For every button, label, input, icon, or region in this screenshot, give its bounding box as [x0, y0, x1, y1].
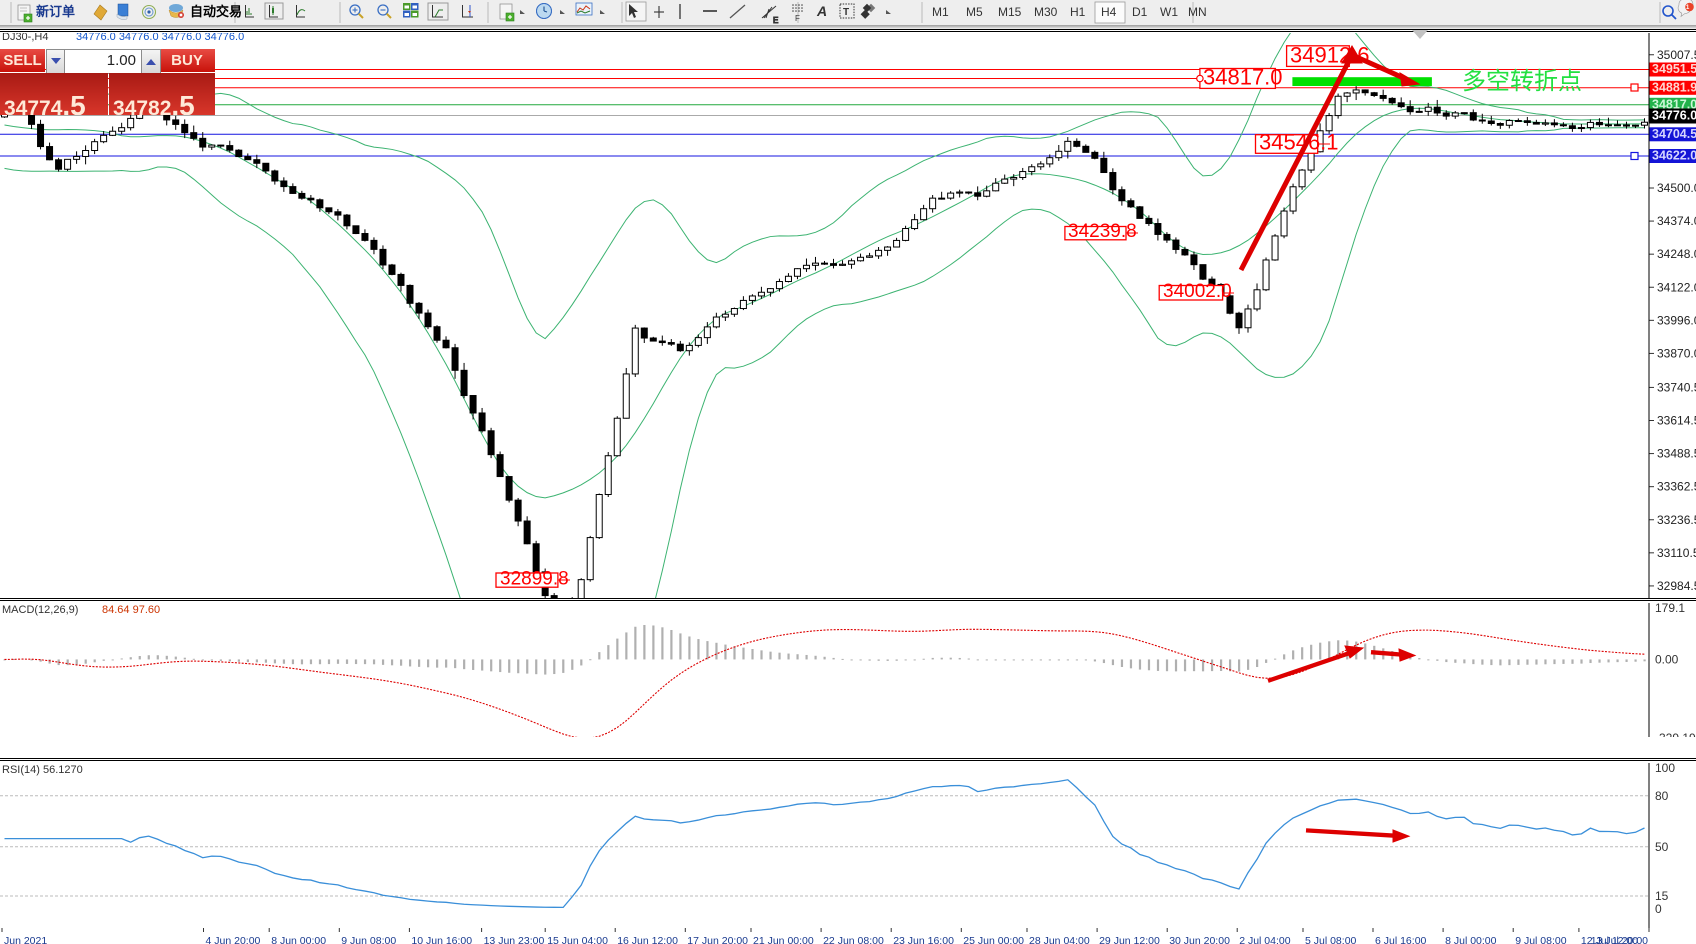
- svg-text:25 Jun 00:00: 25 Jun 00:00: [963, 935, 1024, 944]
- svg-text:34239.8: 34239.8: [1068, 221, 1137, 242]
- svg-text:F: F: [795, 14, 800, 23]
- svg-text:34500.0: 34500.0: [1657, 181, 1696, 195]
- svg-text:30 Jun 20:00: 30 Jun 20:00: [1169, 935, 1230, 944]
- svg-text:-329.19: -329.19: [1655, 731, 1696, 737]
- svg-text:9 Jul 08:00: 9 Jul 08:00: [1515, 935, 1567, 944]
- svg-text:34622.0: 34622.0: [1652, 149, 1696, 163]
- svg-text:自动交易: 自动交易: [190, 4, 242, 19]
- svg-text:28 Jun 04:00: 28 Jun 04:00: [1029, 935, 1090, 944]
- svg-text:33110.5: 33110.5: [1657, 546, 1696, 560]
- svg-text:E: E: [773, 16, 778, 25]
- svg-text:8 Jul 00:00: 8 Jul 00:00: [1445, 935, 1497, 944]
- svg-text:Jun 2021: Jun 2021: [4, 935, 47, 944]
- svg-text:34374.0: 34374.0: [1657, 214, 1696, 228]
- svg-text:33740.5: 33740.5: [1657, 380, 1696, 394]
- svg-text:34002.0: 34002.0: [1163, 281, 1232, 302]
- svg-text:W1: W1: [1160, 5, 1178, 19]
- svg-text:34704.5: 34704.5: [1652, 127, 1696, 141]
- svg-text:80: 80: [1655, 789, 1669, 803]
- svg-text:MN: MN: [1188, 5, 1207, 19]
- svg-text:0.00: 0.00: [1655, 652, 1679, 666]
- svg-text:4 Jun 20:00: 4 Jun 20:00: [206, 935, 261, 944]
- svg-text:9 Jun 08:00: 9 Jun 08:00: [341, 935, 396, 944]
- svg-text:多空转折点: 多空转折点: [1462, 68, 1582, 95]
- svg-text:33870.0: 33870.0: [1657, 346, 1696, 360]
- svg-text:33996.0: 33996.0: [1657, 313, 1696, 327]
- svg-text:15 Jun 04:00: 15 Jun 04:00: [547, 935, 608, 944]
- svg-text:D1: D1: [1132, 5, 1148, 19]
- svg-text:34951.5: 34951.5: [1652, 62, 1696, 76]
- svg-text:13 Jun 23:00: 13 Jun 23:00: [484, 935, 545, 944]
- svg-text:32899.8: 32899.8: [500, 569, 569, 590]
- svg-text:179.1: 179.1: [1655, 603, 1685, 615]
- svg-text:M15: M15: [998, 5, 1022, 19]
- svg-text:100: 100: [1655, 763, 1675, 775]
- svg-text:23 Jun 16:00: 23 Jun 16:00: [893, 935, 954, 944]
- svg-text:34776.0 34776.0 34776.0 34776.: 34776.0 34776.0 34776.0 34776.0: [76, 33, 244, 43]
- svg-text:33236.5: 33236.5: [1657, 513, 1696, 527]
- svg-text:6 Jul 16:00: 6 Jul 16:00: [1375, 935, 1427, 944]
- svg-text:T: T: [843, 7, 849, 18]
- svg-text:5 Jul 08:00: 5 Jul 08:00: [1305, 935, 1357, 944]
- svg-text:34546.1: 34546.1: [1259, 130, 1339, 155]
- svg-text:32984.5: 32984.5: [1657, 579, 1696, 593]
- svg-text:DJ30-,H4: DJ30-,H4: [2, 33, 48, 43]
- svg-text:新订单: 新订单: [36, 4, 75, 19]
- svg-text:M1: M1: [932, 5, 949, 19]
- svg-text:16 Jun 12:00: 16 Jun 12:00: [617, 935, 678, 944]
- svg-text:H4: H4: [1101, 5, 1117, 19]
- svg-text:21 Jun 00:00: 21 Jun 00:00: [753, 935, 814, 944]
- svg-text:RSI(14) 56.1270: RSI(14) 56.1270: [2, 764, 83, 776]
- svg-text:17 Jun 20:00: 17 Jun 20:00: [687, 935, 748, 944]
- svg-text:A: A: [816, 3, 827, 19]
- svg-text:10 Jun 16:00: 10 Jun 16:00: [411, 935, 472, 944]
- svg-text:1: 1: [1686, 4, 1690, 11]
- svg-text:2 Jul 04:00: 2 Jul 04:00: [1239, 935, 1291, 944]
- svg-text:35007.5: 35007.5: [1657, 48, 1696, 62]
- svg-text:34817.0: 34817.0: [1203, 65, 1283, 90]
- svg-text:34776.0: 34776.0: [1652, 109, 1696, 123]
- svg-text:MACD(12,26,9): MACD(12,26,9): [2, 604, 78, 616]
- svg-text:M5: M5: [966, 5, 983, 19]
- svg-text:34881.9: 34881.9: [1652, 80, 1696, 94]
- svg-text:33488.5: 33488.5: [1657, 447, 1696, 461]
- svg-text:H1: H1: [1070, 5, 1086, 19]
- svg-text:M30: M30: [1034, 5, 1058, 19]
- svg-text:29 Jun 12:00: 29 Jun 12:00: [1099, 935, 1160, 944]
- svg-text:13 Jul 20:00: 13 Jul 20:00: [1591, 935, 1648, 944]
- svg-text:22 Jun 08:00: 22 Jun 08:00: [823, 935, 884, 944]
- svg-text:33614.5: 33614.5: [1657, 414, 1696, 428]
- svg-text:34248.0: 34248.0: [1657, 247, 1696, 261]
- svg-text:33362.5: 33362.5: [1657, 480, 1696, 494]
- svg-text:0: 0: [1655, 902, 1662, 916]
- svg-text:84.64 97.60: 84.64 97.60: [102, 604, 160, 616]
- svg-text:8 Jun 00:00: 8 Jun 00:00: [271, 935, 326, 944]
- svg-text:34122.0: 34122.0: [1657, 280, 1696, 294]
- svg-text:50: 50: [1655, 840, 1669, 854]
